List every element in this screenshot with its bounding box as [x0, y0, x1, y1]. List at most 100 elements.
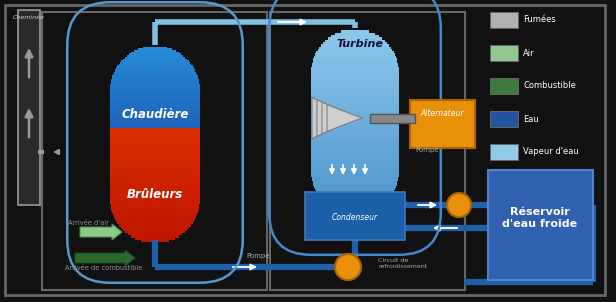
Bar	[110, 131, 200, 135]
Bar	[311, 171, 399, 174]
Bar	[128, 231, 182, 236]
Bar	[110, 191, 200, 195]
Bar	[311, 139, 399, 142]
Bar	[315, 53, 395, 56]
Text: Pompe: Pompe	[415, 147, 439, 153]
Bar	[311, 86, 399, 88]
Bar	[325, 201, 385, 204]
Bar	[312, 178, 398, 181]
Bar	[410, 100, 475, 148]
Bar	[311, 77, 399, 79]
Bar	[110, 99, 200, 103]
Bar	[311, 132, 399, 135]
Bar	[129, 53, 181, 57]
Bar	[110, 184, 200, 188]
Bar	[115, 69, 195, 72]
Bar	[311, 81, 399, 84]
Text: Réservoir
d'eau froide: Réservoir d'eau froide	[503, 207, 578, 229]
Bar	[321, 197, 389, 200]
Bar	[311, 102, 399, 105]
Text: Fumées: Fumées	[523, 15, 556, 24]
Bar	[110, 138, 200, 142]
Bar	[111, 79, 198, 82]
Bar	[118, 65, 193, 69]
Text: Air: Air	[523, 49, 535, 57]
Text: Pompe: Pompe	[246, 253, 270, 259]
Bar	[42, 12, 267, 290]
Bar	[488, 170, 593, 280]
Bar	[311, 100, 399, 102]
Circle shape	[335, 254, 361, 280]
Bar	[125, 229, 185, 233]
Bar	[311, 118, 399, 121]
Bar	[110, 146, 200, 150]
Bar	[110, 164, 200, 168]
Bar	[123, 226, 187, 231]
Bar	[312, 176, 399, 179]
Bar	[311, 160, 399, 162]
Bar	[490, 144, 518, 160]
Bar	[110, 126, 200, 130]
Bar	[110, 124, 200, 128]
Bar	[124, 57, 185, 61]
Bar	[110, 175, 200, 179]
Text: Condenseur: Condenseur	[332, 213, 378, 221]
Bar	[110, 145, 200, 149]
Bar	[311, 158, 399, 160]
Bar	[110, 188, 200, 193]
Bar	[335, 208, 375, 211]
Bar	[110, 182, 200, 186]
Bar	[131, 52, 179, 56]
Bar	[110, 130, 200, 135]
Bar	[110, 85, 200, 89]
Bar	[110, 133, 200, 137]
Bar	[110, 198, 200, 202]
Bar	[131, 233, 179, 238]
Bar	[311, 167, 399, 169]
Text: Vapeur d'eau: Vapeur d'eau	[523, 147, 579, 156]
Bar	[121, 224, 189, 229]
Polygon shape	[327, 104, 362, 131]
Bar	[311, 127, 399, 130]
Bar	[305, 192, 405, 240]
Bar	[110, 113, 200, 116]
Bar	[319, 47, 391, 49]
Bar	[311, 169, 399, 172]
Bar	[311, 67, 399, 70]
Bar	[110, 153, 200, 157]
Bar	[112, 77, 198, 81]
Bar	[311, 74, 399, 77]
Bar	[311, 109, 399, 112]
Bar	[110, 104, 200, 108]
Bar	[110, 141, 200, 145]
Bar	[490, 12, 518, 28]
Bar	[110, 96, 200, 99]
Bar	[110, 118, 200, 121]
Text: Cheminée: Cheminée	[13, 15, 45, 20]
Bar	[311, 134, 399, 137]
Bar	[311, 120, 399, 123]
Bar	[490, 111, 518, 127]
Bar	[110, 102, 200, 106]
Bar	[110, 202, 200, 206]
Bar	[120, 62, 190, 66]
Bar	[311, 83, 399, 86]
Bar	[341, 30, 369, 33]
Bar	[111, 81, 199, 84]
Bar	[110, 148, 200, 153]
Bar	[311, 104, 399, 107]
Bar	[311, 141, 399, 144]
Polygon shape	[317, 100, 352, 137]
Bar	[110, 89, 200, 93]
Bar	[110, 84, 200, 88]
Bar	[311, 114, 399, 116]
Bar	[113, 211, 197, 215]
Bar	[115, 70, 195, 74]
Bar	[110, 109, 200, 113]
Bar	[113, 76, 198, 79]
Bar	[110, 157, 200, 162]
Bar	[314, 183, 397, 186]
Bar	[110, 140, 200, 143]
Bar	[490, 78, 518, 94]
Bar	[110, 150, 200, 155]
